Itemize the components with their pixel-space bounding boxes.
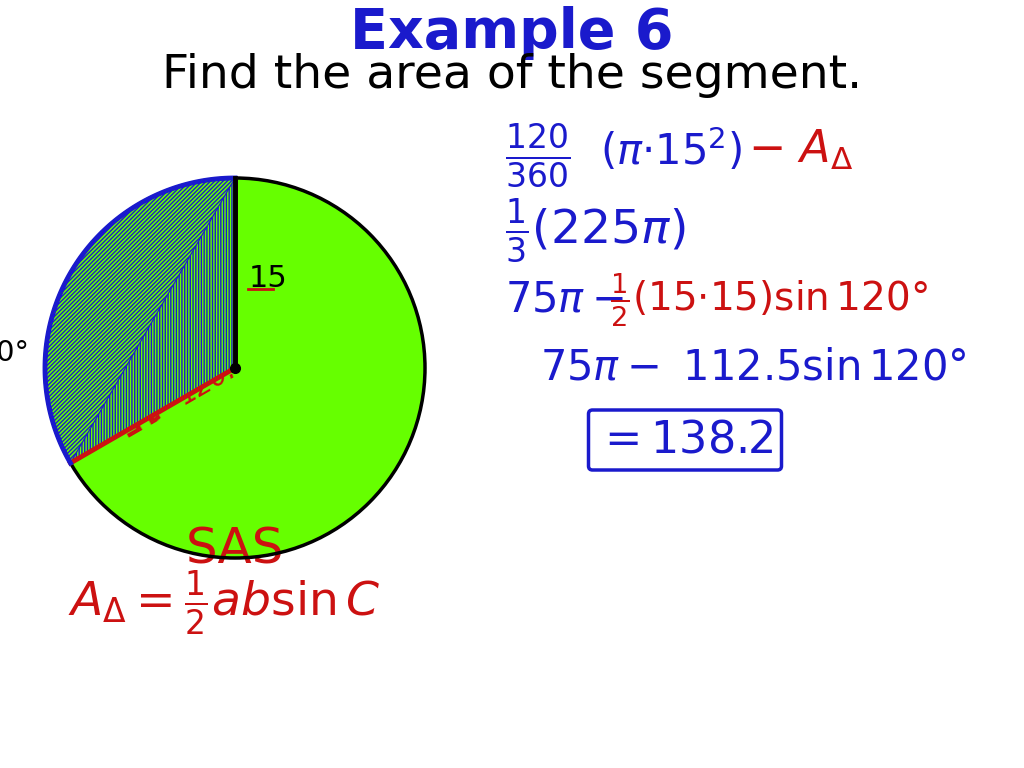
- Text: $\frac{120}{360}$: $\frac{120}{360}$: [505, 121, 570, 190]
- Text: 15: 15: [101, 389, 158, 441]
- Text: $75\pi -\ 112.5\sin120°$: $75\pi -\ 112.5\sin120°$: [540, 347, 967, 389]
- Text: $=138.2$: $=138.2$: [596, 419, 773, 462]
- Text: 120°: 120°: [0, 339, 30, 367]
- Text: $75\pi -$: $75\pi -$: [505, 279, 624, 321]
- Text: 15: 15: [249, 264, 288, 293]
- Text: $A_{\Delta}=\frac{1}{2}ab\sin C$: $A_{\Delta}=\frac{1}{2}ab\sin C$: [68, 568, 381, 637]
- Polygon shape: [71, 178, 234, 463]
- Wedge shape: [45, 178, 234, 463]
- Polygon shape: [71, 178, 234, 463]
- Text: Example 6: Example 6: [350, 6, 674, 60]
- Text: $-\ A_{\Delta}$: $-\ A_{\Delta}$: [748, 128, 853, 172]
- Wedge shape: [45, 178, 234, 463]
- Circle shape: [45, 178, 425, 558]
- Text: $\frac{1}{3}(225\pi)$: $\frac{1}{3}(225\pi)$: [505, 197, 685, 266]
- Text: $\frac{1}{2}(15{\cdot}15)\sin120°$: $\frac{1}{2}(15{\cdot}15)\sin120°$: [610, 271, 928, 329]
- Text: 120.: 120.: [173, 356, 241, 411]
- Text: $(\pi{\cdot}15^2)$: $(\pi{\cdot}15^2)$: [600, 126, 742, 174]
- Text: Find the area of the segment.: Find the area of the segment.: [162, 52, 862, 98]
- Text: SAS: SAS: [185, 526, 285, 574]
